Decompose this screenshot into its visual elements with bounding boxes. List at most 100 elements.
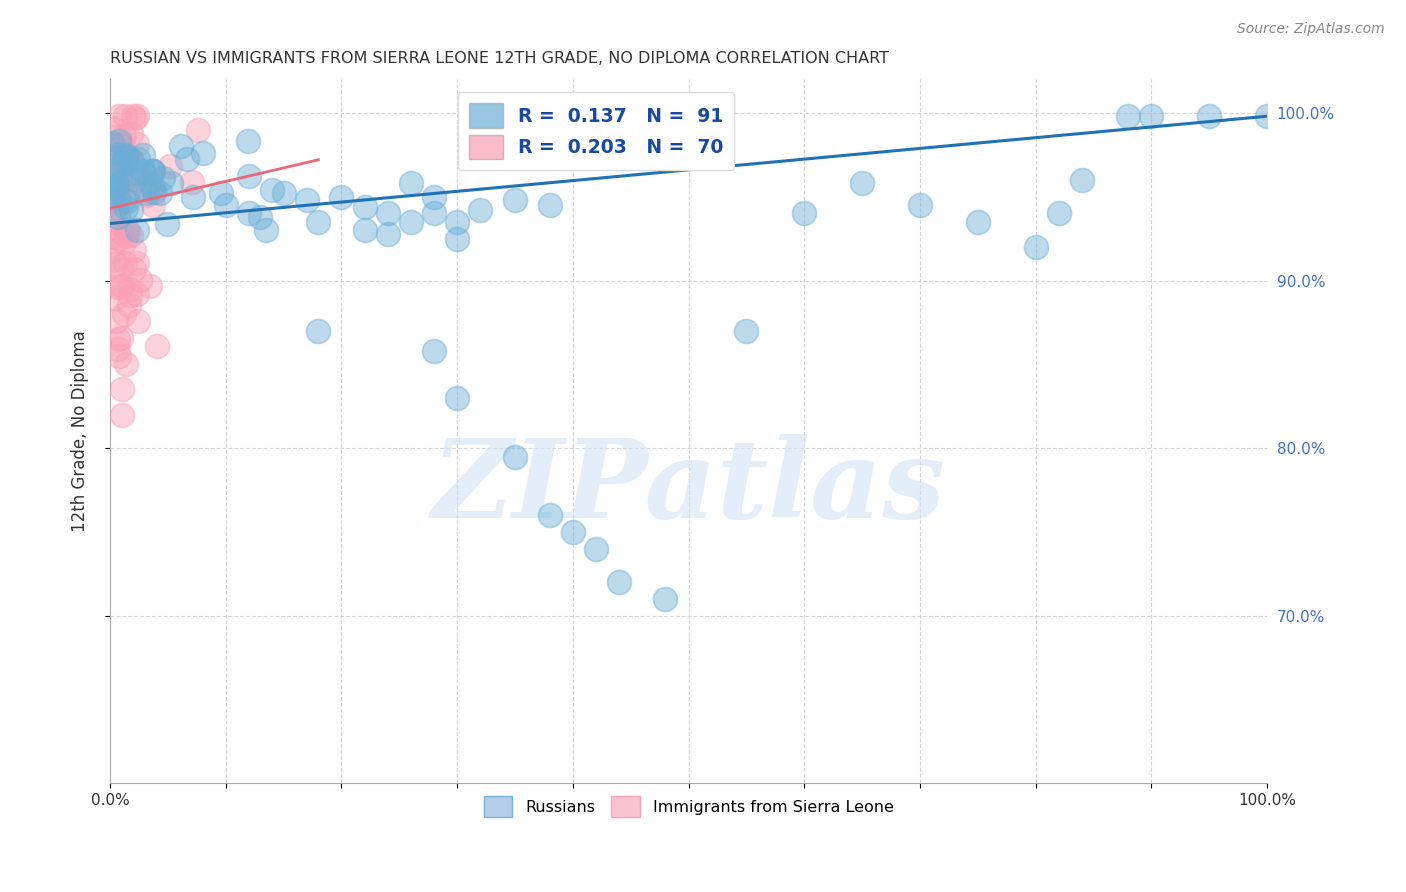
Point [107, 210, 129, 224]
Legend: Russians, Immigrants from Sierra Leone: Russians, Immigrants from Sierra Leone [475, 789, 901, 825]
Point [249, 210, 271, 224]
Point [134, 180, 156, 194]
Point [307, 215, 329, 229]
Point [122, 262, 145, 277]
Point [120, 152, 142, 166]
Point [187, 123, 209, 137]
Point [120, 227, 142, 242]
Point [117, 225, 139, 239]
Point [122, 173, 145, 187]
Point [141, 164, 163, 178]
Point [111, 383, 134, 397]
Point [105, 314, 128, 328]
Point [538, 508, 561, 523]
Point [141, 178, 163, 192]
Point [142, 164, 165, 178]
Point [1140, 109, 1163, 123]
Point [101, 189, 124, 203]
Point [129, 273, 152, 287]
Point [470, 203, 492, 218]
Point [121, 154, 143, 169]
Point [156, 217, 179, 231]
Point [1116, 109, 1139, 123]
Point [330, 190, 353, 204]
Point [262, 183, 284, 197]
Point [104, 203, 127, 218]
Point [561, 524, 583, 539]
Text: Source: ZipAtlas.com: Source: ZipAtlas.com [1237, 22, 1385, 37]
Point [107, 343, 129, 357]
Point [118, 173, 141, 187]
Point [118, 298, 141, 312]
Point [446, 391, 468, 405]
Point [238, 206, 260, 220]
Point [105, 178, 128, 193]
Point [101, 138, 124, 153]
Point [585, 541, 607, 556]
Point [538, 198, 561, 212]
Point [108, 349, 131, 363]
Point [112, 128, 135, 143]
Point [125, 109, 148, 123]
Point [181, 190, 204, 204]
Y-axis label: 12th Grade, No Diploma: 12th Grade, No Diploma [72, 331, 89, 533]
Point [423, 343, 446, 358]
Point [145, 339, 167, 353]
Point [215, 198, 238, 212]
Point [399, 215, 422, 229]
Point [112, 193, 135, 207]
Point [446, 215, 468, 229]
Point [191, 146, 214, 161]
Point [377, 227, 399, 241]
Point [104, 280, 127, 294]
Point [115, 357, 138, 371]
Point [132, 164, 155, 178]
Point [793, 206, 815, 220]
Point [132, 147, 155, 161]
Point [105, 194, 128, 209]
Point [423, 190, 446, 204]
Point [446, 231, 468, 245]
Point [124, 112, 146, 126]
Point [135, 186, 157, 201]
Point [127, 136, 149, 151]
Point [295, 193, 318, 207]
Point [110, 175, 132, 189]
Point [908, 198, 931, 212]
Point [851, 176, 873, 190]
Point [399, 176, 422, 190]
Point [104, 292, 127, 306]
Point [107, 332, 129, 346]
Point [112, 235, 135, 249]
Point [107, 194, 129, 209]
Point [122, 244, 145, 258]
Point [108, 129, 131, 144]
Point [254, 223, 277, 237]
Point [103, 174, 125, 188]
Point [238, 169, 260, 183]
Point [125, 255, 148, 269]
Point [114, 256, 136, 270]
Point [111, 279, 134, 293]
Point [273, 186, 295, 201]
Point [110, 280, 132, 294]
Point [117, 150, 139, 164]
Point [115, 201, 138, 215]
Point [110, 157, 132, 171]
Point [160, 176, 183, 190]
Point [110, 331, 132, 345]
Point [115, 148, 138, 162]
Point [110, 225, 132, 239]
Point [1198, 109, 1220, 123]
Point [101, 244, 124, 259]
Point [307, 324, 329, 338]
Point [236, 134, 259, 148]
Point [735, 324, 758, 338]
Point [105, 153, 128, 167]
Point [101, 204, 124, 219]
Point [115, 222, 138, 236]
Point [103, 257, 125, 271]
Point [107, 134, 129, 148]
Point [107, 191, 129, 205]
Point [142, 198, 165, 212]
